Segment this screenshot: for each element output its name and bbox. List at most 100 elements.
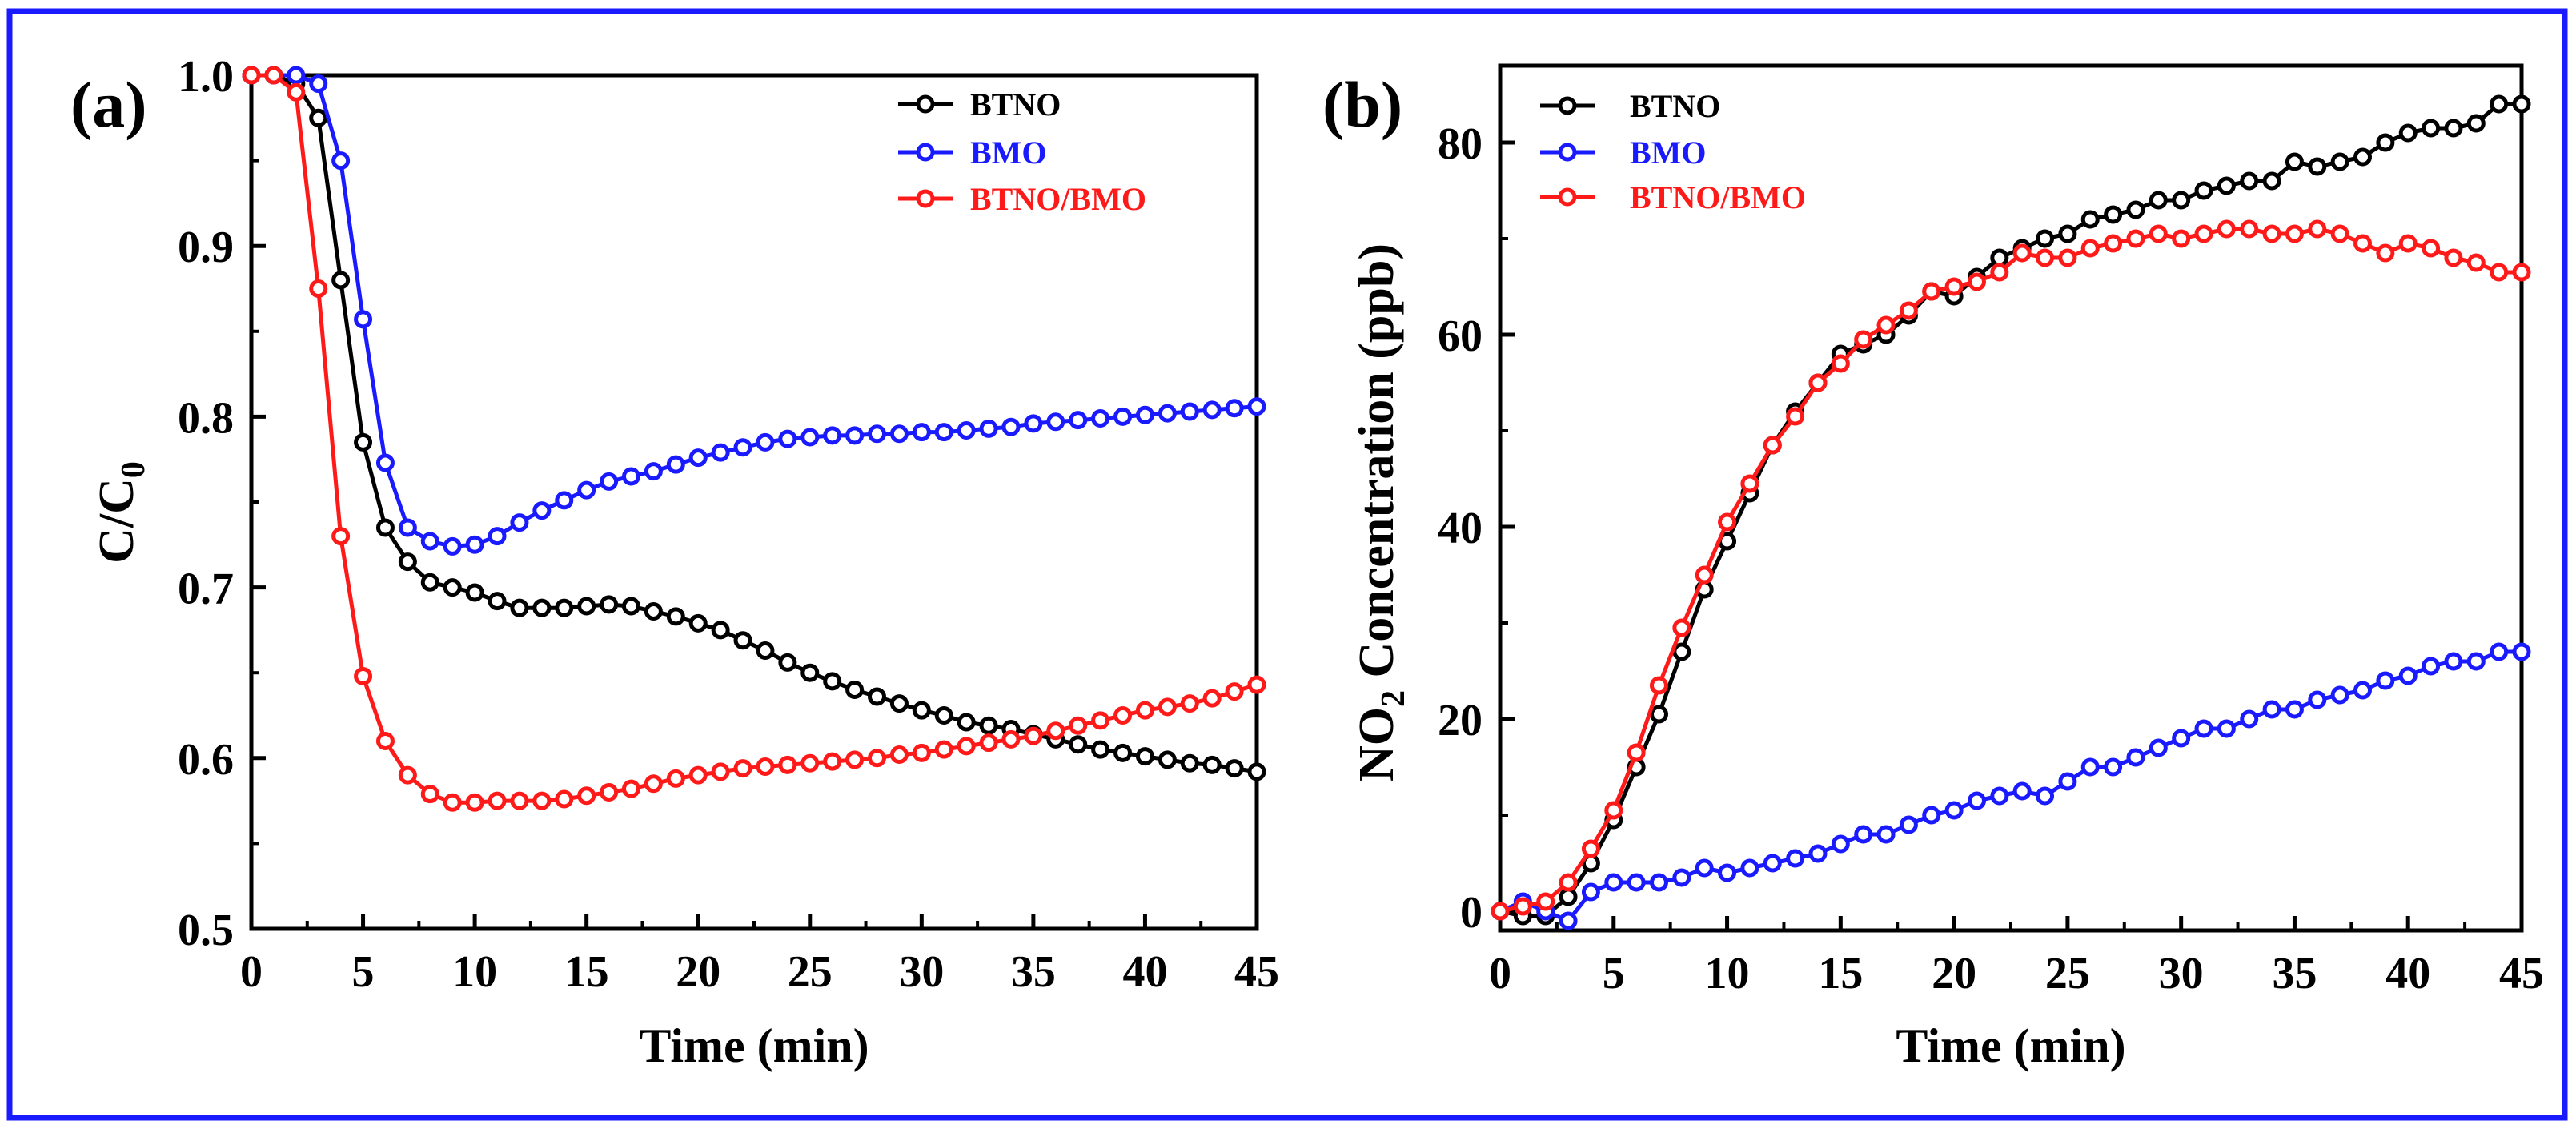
data-point-a-btno-18: [644, 601, 663, 621]
x-tick-label-a-9: 45: [1234, 947, 1279, 997]
data-point-b-btno-bmo-35: [2285, 224, 2304, 243]
data-point-a-bmo-34: [1001, 417, 1021, 436]
data-point-b-bmo-12: [1763, 854, 1782, 873]
data-point-b-bmo-21: [1967, 791, 1986, 810]
data-point-b-btno-bmo-16: [1854, 330, 1873, 349]
data-point-a-btno-bmo-3: [309, 279, 328, 298]
x-axis-label-b: Time (min): [1896, 1019, 2125, 1072]
data-point-b-btno-8: [1672, 642, 1691, 661]
x-tick-label-a-6: 30: [899, 947, 944, 997]
series-line-b-btno-bmo: [1499, 227, 2522, 914]
panel-b: 0 5 10 15 20 25 30 35 40 45 0 20 40 60 80 (b) Time (mi…: [1322, 63, 2544, 1072]
data-point-a-btno-bmo-12: [510, 791, 529, 810]
legend-b-text-btno-bmo: BTNO/BMO: [1630, 179, 1806, 215]
y-tick-label-b-4: 80: [1438, 119, 1483, 169]
data-point-b-btno-bmo-32: [2217, 219, 2236, 239]
x-tick-label-a-0: 0: [240, 947, 263, 997]
data-point-b-btno-38: [2353, 147, 2373, 167]
series-line-a-btno-bmo: [251, 73, 1258, 805]
data-point-b-btno-bmo-6: [1627, 743, 1646, 762]
data-point-b-bmo-18: [1899, 815, 1918, 834]
figure-border: [6, 8, 2568, 1121]
data-point-b-bmo-45: [2512, 642, 2531, 661]
panel-label-b: (b): [1322, 68, 1402, 141]
data-point-a-btno-38: [1091, 740, 1110, 759]
y-tick-label-b-1: 20: [1438, 696, 1483, 745]
data-point-a-bmo-31: [934, 423, 953, 442]
data-point-a-bmo-44: [1225, 399, 1244, 418]
data-point-a-btno-bmo-6: [375, 731, 395, 750]
data-point-a-bmo-11: [488, 527, 507, 546]
x-tick-label-a-8: 40: [1122, 947, 1167, 997]
data-point-a-btno-bmo-5: [354, 666, 373, 685]
data-point-b-bmo-13: [1786, 849, 1805, 868]
data-point-a-btno-bmo-27: [845, 750, 865, 769]
data-point-b-bmo-5: [1604, 873, 1623, 892]
series-line-b-btno: [1499, 102, 2522, 918]
data-point-a-btno-30: [912, 701, 931, 720]
series-line-b-bmo: [1499, 649, 2522, 923]
data-point-b-btno-bmo-24: [2036, 248, 2055, 267]
data-point-a-btno-bmo-9: [443, 793, 462, 812]
data-point-a-btno-bmo-40: [1135, 701, 1154, 720]
data-point-a-btno-44: [1225, 759, 1244, 778]
data-point-b-btno-29: [2149, 191, 2168, 210]
data-point-a-btno-bmo-0: [242, 66, 261, 85]
data-point-a-bmo-19: [666, 455, 685, 474]
data-point-a-btno-22: [733, 631, 752, 650]
legend-b-marker-btno-bmo: [1558, 187, 1577, 207]
data-point-b-btno-bmo-31: [2194, 224, 2213, 243]
data-point-a-bmo-7: [398, 518, 417, 537]
data-point-a-btno-bmo-16: [600, 782, 619, 802]
data-point-a-bmo-33: [979, 419, 998, 438]
data-point-b-btno-bmo-17: [1876, 315, 1896, 335]
data-point-a-btno-bmo-14: [555, 789, 574, 809]
data-point-b-btno-bmo-14: [1808, 373, 1828, 392]
data-point-a-btno-bmo-32: [957, 737, 976, 756]
data-point-b-btno-27: [2104, 205, 2123, 224]
data-point-b-bmo-15: [1831, 834, 1850, 854]
data-point-b-btno-33: [2240, 171, 2259, 191]
x-tick-label-b-7: 35: [2272, 949, 2317, 998]
data-point-b-bmo-28: [2126, 748, 2145, 767]
series-line-a-btno: [251, 73, 1258, 774]
x-tick-label-b-8: 40: [2385, 949, 2430, 998]
data-point-b-btno-34: [2262, 171, 2281, 191]
data-point-a-btno-24: [778, 653, 797, 672]
data-point-b-bmo-22: [1990, 786, 2009, 806]
data-point-a-btno-bmo-2: [287, 82, 306, 102]
data-point-b-btno-bmo-12: [1763, 436, 1782, 455]
data-point-a-btno-26: [823, 672, 842, 691]
data-point-a-btno-bmo-22: [733, 759, 752, 778]
data-point-a-btno-bmo-7: [398, 765, 417, 785]
legend-a-marker-btno-bmo: [916, 189, 935, 208]
legend-a-marker-bmo: [916, 143, 935, 162]
data-point-b-bmo-20: [1944, 801, 1964, 820]
data-point-b-btno-35: [2285, 152, 2304, 171]
x-tick-label-b-2: 10: [1705, 949, 1750, 998]
data-point-a-btno-14: [555, 598, 574, 617]
data-point-b-btno-bmo-8: [1672, 618, 1691, 637]
data-point-a-btno-21: [711, 621, 730, 640]
data-point-b-bmo-31: [2194, 719, 2213, 738]
legend-a-text-btno-bmo: BTNO/BMO: [970, 181, 1146, 217]
legend-b-text-btno: BTNO: [1630, 88, 1720, 124]
x-tick-label-a-4: 20: [676, 947, 720, 997]
data-point-a-btno-3: [309, 108, 328, 127]
data-point-a-btno-bmo-23: [756, 757, 775, 776]
data-point-a-btno-23: [756, 641, 775, 660]
data-point-b-bmo-3: [1559, 911, 1578, 930]
data-point-a-btno-29: [889, 694, 909, 713]
x-axis-label-a: Time (min): [639, 1019, 869, 1072]
data-point-b-btno-bmo-9: [1695, 565, 1714, 585]
data-point-a-btno-bmo-28: [868, 749, 887, 768]
x-tick-label-a-7: 35: [1011, 947, 1056, 997]
y-axis-label-a-sub: 0: [115, 461, 152, 478]
data-point-a-btno-bmo-8: [420, 785, 439, 804]
data-point-a-bmo-40: [1135, 405, 1154, 424]
data-point-a-btno-27: [845, 681, 865, 700]
data-point-a-btno-41: [1158, 750, 1177, 769]
data-point-b-bmo-37: [2330, 685, 2349, 705]
